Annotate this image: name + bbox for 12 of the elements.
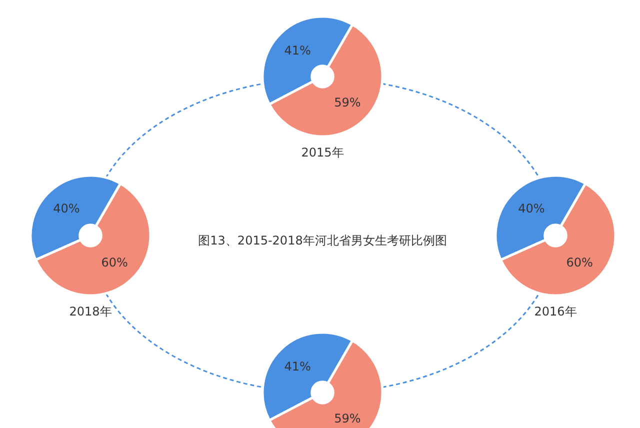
text: 图13、2015-2018年河北省男女生考研比例图 <box>198 234 447 248</box>
data-label: 40% <box>518 202 545 216</box>
data-label: 41% <box>284 44 311 58</box>
text: 2015年 <box>301 146 344 160</box>
text: 2018年 <box>69 304 112 318</box>
data-label: 59% <box>334 95 361 110</box>
data-label: 60% <box>566 255 593 270</box>
text: 2016年 <box>534 304 577 318</box>
data-label: 41% <box>284 360 311 374</box>
data-label: 59% <box>334 411 361 426</box>
data-label: 40% <box>53 202 80 216</box>
data-label: 60% <box>101 255 128 270</box>
